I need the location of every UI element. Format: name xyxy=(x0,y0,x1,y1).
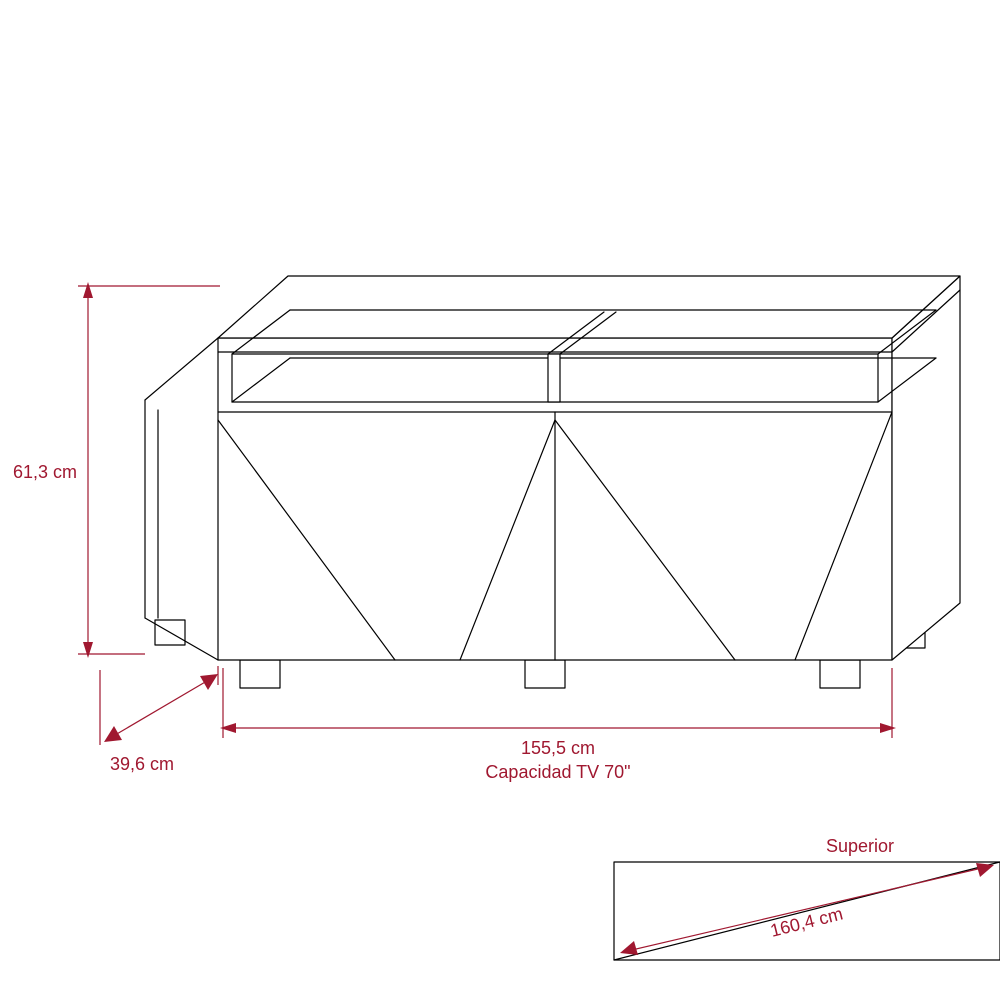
dim-diagonal: 160,4 cm xyxy=(620,863,994,955)
superior-label: Superior xyxy=(826,836,894,856)
width-label: 155,5 cm xyxy=(521,738,595,758)
dim-depth: 39,6 cm xyxy=(100,666,218,774)
capacity-label: Capacidad TV 70" xyxy=(485,762,630,782)
depth-label: 39,6 cm xyxy=(110,754,174,774)
height-label: 61,3 cm xyxy=(13,462,77,482)
dimension-diagram: 61,3 cm 39,6 cm 155,5 cm Capacidad TV 70… xyxy=(0,0,1000,1000)
dim-height: 61,3 cm xyxy=(13,282,220,658)
superior-panel: Superior 160,4 cm xyxy=(614,836,1000,960)
furniture-body xyxy=(145,276,960,688)
